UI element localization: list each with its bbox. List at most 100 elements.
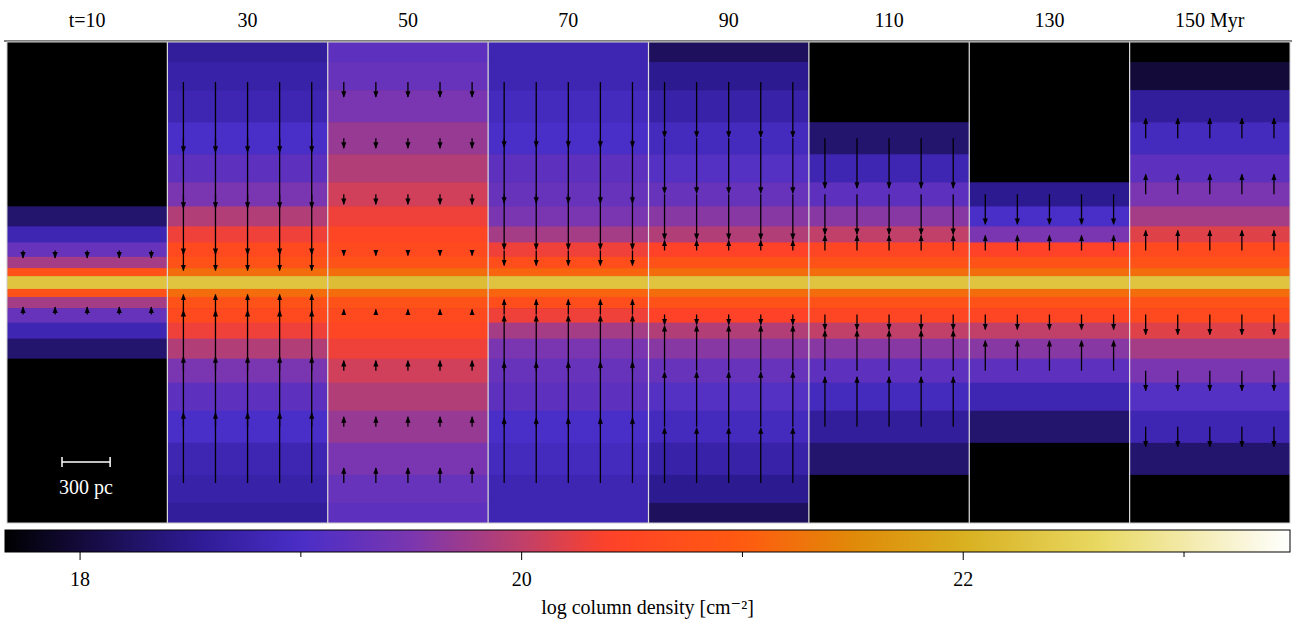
density-cell <box>328 297 488 309</box>
velocity-arrow <box>1241 118 1242 138</box>
velocity-arrow <box>953 377 954 427</box>
velocity-arrow <box>471 310 472 315</box>
velocity-arrow <box>985 194 986 224</box>
velocity-arrow <box>183 250 184 270</box>
density-cell <box>809 62 969 91</box>
velocity-arrow <box>664 138 665 193</box>
density-cell <box>969 283 1129 290</box>
velocity-arrow <box>1273 371 1274 391</box>
velocity-arrow <box>888 235 889 250</box>
velocity-arrow <box>311 413 312 483</box>
velocity-arrow <box>1049 194 1050 224</box>
density-cell <box>7 90 167 123</box>
velocity-arrow <box>375 361 376 371</box>
velocity-arrow <box>728 315 729 325</box>
velocity-arrow <box>343 361 344 371</box>
density-cell <box>328 411 488 444</box>
velocity-arrow <box>87 250 88 257</box>
velocity-arrow <box>664 315 665 325</box>
velocity-arrow <box>600 418 601 483</box>
velocity-arrow <box>247 413 248 483</box>
velocity-arrow <box>1177 174 1178 194</box>
density-cell <box>1130 42 1290 63</box>
panel-title: 70 <box>558 9 578 31</box>
velocity-arrow <box>696 138 697 193</box>
colorbar-minor-tick <box>1184 552 1185 557</box>
velocity-arrow <box>407 250 408 255</box>
velocity-arrow <box>407 361 408 371</box>
velocity-arrow <box>953 331 954 371</box>
density-cell <box>969 475 1129 504</box>
density-cell <box>7 411 167 444</box>
density-cell <box>649 257 809 269</box>
density-cell <box>328 283 488 290</box>
velocity-arrow <box>375 138 376 148</box>
velocity-arrow <box>1113 235 1114 250</box>
velocity-arrow <box>953 315 954 330</box>
density-cell <box>7 383 167 412</box>
velocity-arrow <box>439 361 440 371</box>
density-cell <box>7 359 167 384</box>
density-cell <box>969 62 1129 91</box>
velocity-arrow <box>343 138 344 148</box>
velocity-arrow <box>568 418 569 483</box>
velocity-arrow <box>760 82 761 137</box>
density-cell <box>649 503 809 523</box>
velocity-arrow <box>1145 230 1146 250</box>
density-cell <box>167 503 327 523</box>
velocity-arrow <box>1145 118 1146 138</box>
velocity-arrow <box>504 362 505 427</box>
density-cell <box>328 226 488 243</box>
velocity-arrow <box>632 300 633 315</box>
density-cell <box>1130 297 1290 309</box>
velocity-arrow <box>1081 315 1082 330</box>
velocity-arrow <box>953 138 954 188</box>
velocity-arrow <box>151 250 152 257</box>
velocity-arrow <box>920 315 921 330</box>
density-cell <box>7 42 167 63</box>
density-cell <box>969 503 1129 523</box>
velocity-arrow <box>1017 235 1018 250</box>
velocity-arrow <box>920 377 921 427</box>
velocity-arrow <box>407 82 408 97</box>
velocity-arrow <box>600 362 601 427</box>
panel-bg <box>649 42 809 523</box>
density-cell <box>328 308 488 323</box>
density-cell <box>328 182 488 207</box>
velocity-arrow <box>920 235 921 250</box>
velocity-arrow <box>792 240 793 250</box>
velocity-arrow <box>439 310 440 315</box>
velocity-arrow <box>1145 371 1146 391</box>
density-cell <box>1130 475 1290 504</box>
panel-divider <box>648 42 649 523</box>
density-cell <box>328 154 488 183</box>
density-cell <box>7 503 167 523</box>
velocity-arrow <box>1113 341 1114 371</box>
density-cell <box>167 283 327 290</box>
velocity-arrow <box>632 362 633 427</box>
velocity-arrow <box>600 82 601 147</box>
velocity-arrow <box>760 326 761 371</box>
velocity-arrow <box>632 418 633 483</box>
velocity-arrow <box>54 250 55 257</box>
velocity-arrow <box>792 315 793 325</box>
density-cell <box>7 323 167 340</box>
velocity-arrow <box>1241 371 1242 391</box>
velocity-arrow <box>888 194 889 234</box>
velocity-arrow <box>888 377 889 427</box>
density-cell <box>1130 339 1290 360</box>
velocity-arrow <box>824 235 825 250</box>
velocity-arrow <box>504 138 505 203</box>
density-cell <box>328 339 488 360</box>
velocity-arrow <box>375 194 376 204</box>
scale-bar <box>62 461 110 463</box>
velocity-arrow <box>471 361 472 371</box>
velocity-arrow <box>920 331 921 371</box>
density-cell <box>7 242 167 257</box>
colorbar-tick <box>521 552 522 560</box>
velocity-arrow <box>343 310 344 315</box>
density-cell <box>969 276 1129 283</box>
velocity-arrow <box>696 194 697 239</box>
panel-divider <box>488 42 489 523</box>
scale-bar-label: 300 pc <box>59 476 113 499</box>
